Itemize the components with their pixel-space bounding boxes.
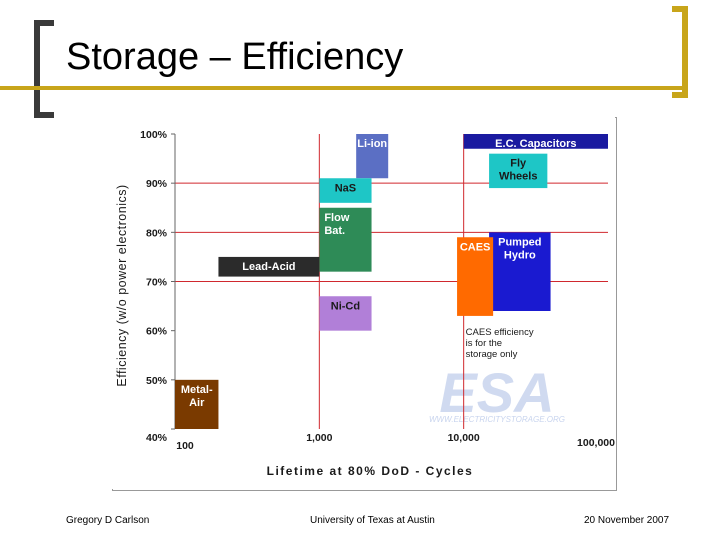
tech-label: CAES (460, 241, 491, 253)
tech-box-fill (319, 296, 372, 331)
y-tick-label: 80% (146, 227, 168, 239)
tech-label: Hydro (504, 249, 536, 261)
footer-date: 20 November 2007 (584, 515, 670, 526)
tech-box-metal-air: Metal-Air (175, 379, 219, 429)
y-tick-label: 90% (146, 178, 168, 190)
tech-label: Fly (510, 158, 527, 170)
title-underline (0, 86, 684, 90)
tech-box-ec-capacitors: E.C. Capacitors (463, 134, 608, 150)
tech-box-fill (218, 256, 320, 277)
tech-label: Lead-Acid (242, 261, 295, 273)
caes-note-line: CAES efficiency (466, 327, 534, 338)
tech-label: Bat. (324, 225, 345, 237)
tech-box-caes: CAES (457, 237, 494, 316)
tech-box-li-ion: Li-ion (356, 134, 389, 179)
tech-label: E.C. Capacitors (495, 138, 576, 150)
y-tick-label: 100% (140, 129, 168, 141)
tech-label: Wheels (499, 171, 538, 183)
tech-label: Ni-Cd (331, 300, 360, 312)
y-tick-label: 40% (146, 432, 168, 444)
tech-label: Pumped (498, 236, 541, 248)
tech-box-ni-cd: Ni-Cd (319, 296, 372, 331)
x-tick-label: 100 (176, 440, 194, 452)
x-tick-label: 1,000 (306, 432, 332, 444)
x-axis-label: Lifetime at 80% DoD - Cycles (267, 464, 474, 478)
tech-box-fill (175, 379, 219, 429)
tech-box-fill (489, 232, 551, 311)
x-tick-label: 100,000 (577, 437, 615, 449)
tech-box-lead-acid: Lead-Acid (218, 256, 320, 277)
y-tick-label: 60% (146, 326, 168, 338)
tech-label: Air (189, 397, 205, 409)
tech-box-fill (356, 134, 389, 179)
y-tick-label: 50% (146, 375, 168, 387)
esa-watermark-url: WWW.ELECTRICITYSTORAGE.ORG (429, 415, 565, 424)
x-tick-label: 10,000 (448, 432, 480, 444)
y-axis-label: Efficiency (w/o power electronics) (115, 184, 129, 386)
esa-watermark: ESA (439, 361, 554, 424)
footer-author: Gregory D Carlson (66, 515, 150, 526)
tech-box-fill (319, 178, 372, 203)
tech-label: Metal- (181, 384, 213, 396)
y-tick-label: 70% (146, 277, 168, 289)
caes-note-line: is for the (466, 338, 502, 349)
caes-note-line: storage only (466, 349, 518, 360)
tech-box-fill (463, 134, 608, 149)
slide-title: Storage – Efficiency (66, 36, 404, 78)
tech-label: Flow (324, 212, 349, 224)
tech-label: NaS (335, 182, 356, 194)
title-bracket-left (34, 20, 54, 118)
tech-box-fill (457, 237, 494, 316)
footer-institution: University of Texas at Austin (310, 515, 435, 526)
tech-label: Li-ion (357, 138, 387, 150)
tech-box-fill (319, 207, 372, 272)
tech-box-fill (489, 153, 548, 189)
title-bracket-right (672, 6, 688, 98)
tech-box-nas: NaS (319, 178, 372, 203)
